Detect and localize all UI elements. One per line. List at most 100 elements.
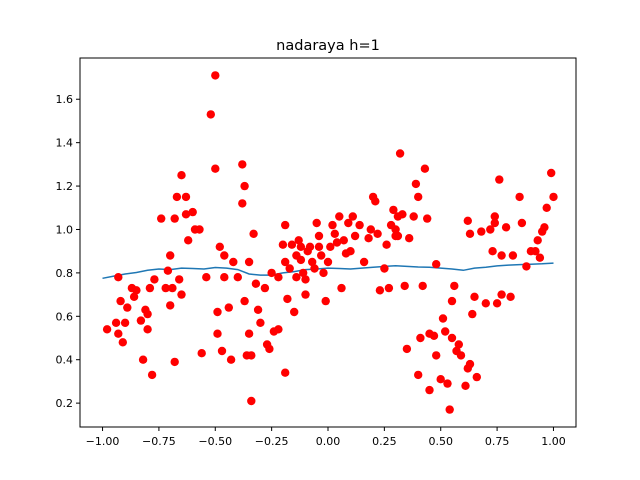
scatter-point xyxy=(542,203,551,212)
scatter-point xyxy=(220,273,229,282)
scatter-point xyxy=(172,192,182,202)
scatter-point xyxy=(233,273,242,282)
scatter-point xyxy=(166,301,175,310)
scatter-point xyxy=(522,262,531,271)
scatter-point xyxy=(132,286,141,295)
scatter-point xyxy=(168,283,177,293)
scatter-point xyxy=(267,268,276,278)
scatter-point xyxy=(411,179,421,189)
scatter-point xyxy=(116,296,125,306)
scatter-point xyxy=(348,212,357,221)
scatter-point xyxy=(461,381,470,390)
scatter-point xyxy=(290,307,299,317)
y-tick-label: 0.6 xyxy=(56,310,74,323)
y-tick-label: 1.2 xyxy=(56,180,74,193)
scatter-point xyxy=(143,309,152,319)
scatter-point xyxy=(251,279,261,288)
scatter-point xyxy=(506,292,515,301)
scatter-point xyxy=(366,225,375,234)
scatter-point xyxy=(540,223,549,232)
scatter-point xyxy=(175,275,184,284)
scatter-point xyxy=(501,223,511,232)
scatter-point xyxy=(490,212,499,221)
scatter-point xyxy=(170,214,179,223)
scatter-point xyxy=(314,242,324,251)
x-tick-label: −0.25 xyxy=(255,435,289,448)
scatter-point xyxy=(447,296,457,306)
scatter-point xyxy=(305,242,315,251)
scatter-point xyxy=(260,283,270,293)
scatter-point xyxy=(278,240,288,249)
scatter-point xyxy=(215,242,224,251)
scatter-point xyxy=(414,192,423,202)
scatter-point xyxy=(508,251,518,260)
scatter-point xyxy=(445,405,454,414)
scatter-point xyxy=(114,329,123,338)
scatter-point xyxy=(274,325,283,334)
scatter-point xyxy=(400,281,409,291)
scatter-point xyxy=(443,379,452,388)
scatter-point xyxy=(402,344,412,354)
scatter-point xyxy=(436,375,445,384)
scatter-point xyxy=(492,299,502,308)
scatter-point xyxy=(393,231,403,241)
scatter-point xyxy=(549,192,558,202)
smoothed-line-layer xyxy=(102,262,554,280)
scatter-point xyxy=(531,247,540,256)
scatter-point xyxy=(456,351,466,360)
scatter-point xyxy=(213,329,222,338)
x-tick-label: 0.25 xyxy=(372,435,397,448)
scatter-point xyxy=(287,240,297,249)
scatter-point xyxy=(249,229,258,238)
scatter-point xyxy=(247,351,256,360)
scatter-point xyxy=(184,236,193,245)
y-axis: 0.2 0.4 0.6 0.8 1.0 1.2 1.4 1.6 xyxy=(56,93,80,410)
scatter-points-layer xyxy=(102,71,558,414)
scatter-point xyxy=(395,149,405,158)
scatter-point xyxy=(535,253,545,262)
scatter-point xyxy=(477,227,486,236)
scatter-point xyxy=(326,242,335,251)
scatter-point xyxy=(188,207,197,217)
scatter-point xyxy=(161,283,170,293)
scatter-point xyxy=(301,290,310,299)
scatter-point xyxy=(238,199,247,208)
scatter-point xyxy=(285,264,294,273)
scatter-point xyxy=(380,264,389,273)
scatter-point xyxy=(517,218,527,228)
y-tick-label: 1.0 xyxy=(56,223,74,236)
scatter-point xyxy=(244,329,254,338)
scatter-point xyxy=(355,220,364,230)
scatter-point xyxy=(465,229,475,238)
y-tick-label: 1.6 xyxy=(56,93,74,106)
x-tick-label: 0.75 xyxy=(485,435,510,448)
scatter-point xyxy=(391,225,400,234)
scatter-point xyxy=(292,273,301,282)
x-tick-label: 1.00 xyxy=(541,435,566,448)
scatter-point xyxy=(429,331,439,340)
scatter-point xyxy=(468,309,477,319)
scatter-point xyxy=(157,214,166,223)
scatter-point xyxy=(497,251,506,260)
scatter-point xyxy=(423,214,432,223)
scatter-point xyxy=(495,175,504,184)
scatter-point xyxy=(220,251,229,260)
scatter-point xyxy=(217,346,227,356)
scatter-point xyxy=(224,303,233,312)
scatter-point xyxy=(346,247,355,256)
scatter-point xyxy=(486,225,495,234)
scatter-point xyxy=(337,283,346,293)
scatter-point xyxy=(384,283,394,293)
y-tick-label: 0.4 xyxy=(56,354,74,367)
scatter-point xyxy=(314,231,324,241)
scatter-point xyxy=(226,355,236,364)
x-tick-label: 0.50 xyxy=(428,435,453,448)
scatter-point xyxy=(296,242,306,251)
x-tick-label: −1.00 xyxy=(86,435,120,448)
scatter-point xyxy=(120,318,130,327)
scatter-point xyxy=(389,205,398,215)
scatter-point xyxy=(202,273,211,282)
scatter-point xyxy=(213,307,222,317)
scatter-point xyxy=(409,212,418,221)
